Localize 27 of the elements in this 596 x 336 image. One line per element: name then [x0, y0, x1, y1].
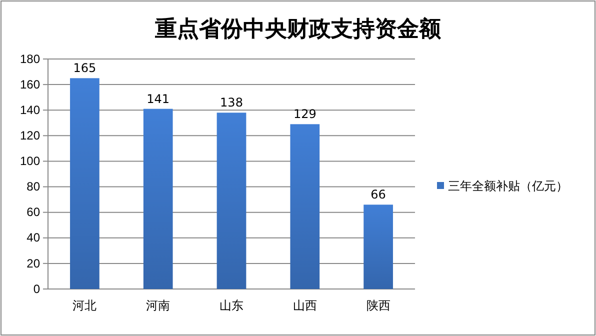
- data-label: 138: [220, 96, 243, 110]
- y-tick-label: 140: [20, 102, 40, 117]
- y-tick-label: 60: [26, 205, 40, 220]
- x-tick-label: 山西: [292, 298, 317, 313]
- y-tick-label: 100: [20, 154, 40, 168]
- y-tick-label: 0: [33, 282, 40, 296]
- chart-title: 重点省份中央财政支持资金额: [154, 16, 442, 42]
- data-label: 165: [73, 61, 96, 76]
- y-tick-label: 80: [26, 180, 40, 194]
- data-label: 141: [146, 92, 170, 106]
- y-tick-label: 160: [20, 77, 40, 92]
- x-tick-label: 河南: [146, 298, 170, 313]
- y-tick-label: 40: [26, 230, 40, 245]
- bar: [70, 78, 100, 289]
- bar: [290, 124, 320, 289]
- y-tick-label: 20: [26, 256, 40, 270]
- bar: [216, 112, 246, 289]
- y-tick-label: 120: [20, 128, 40, 143]
- x-tick-label: 陕西: [366, 298, 390, 313]
- bar: [143, 108, 173, 289]
- x-tick-label: 河北: [72, 298, 97, 313]
- data-label: 129: [293, 107, 316, 122]
- bar: [364, 204, 393, 289]
- data-label: 66: [370, 188, 386, 202]
- legend-label: 三年全额补贴（亿元）: [448, 179, 568, 193]
- y-tick-label: 180: [20, 52, 40, 66]
- x-tick-label: 山东: [220, 298, 244, 313]
